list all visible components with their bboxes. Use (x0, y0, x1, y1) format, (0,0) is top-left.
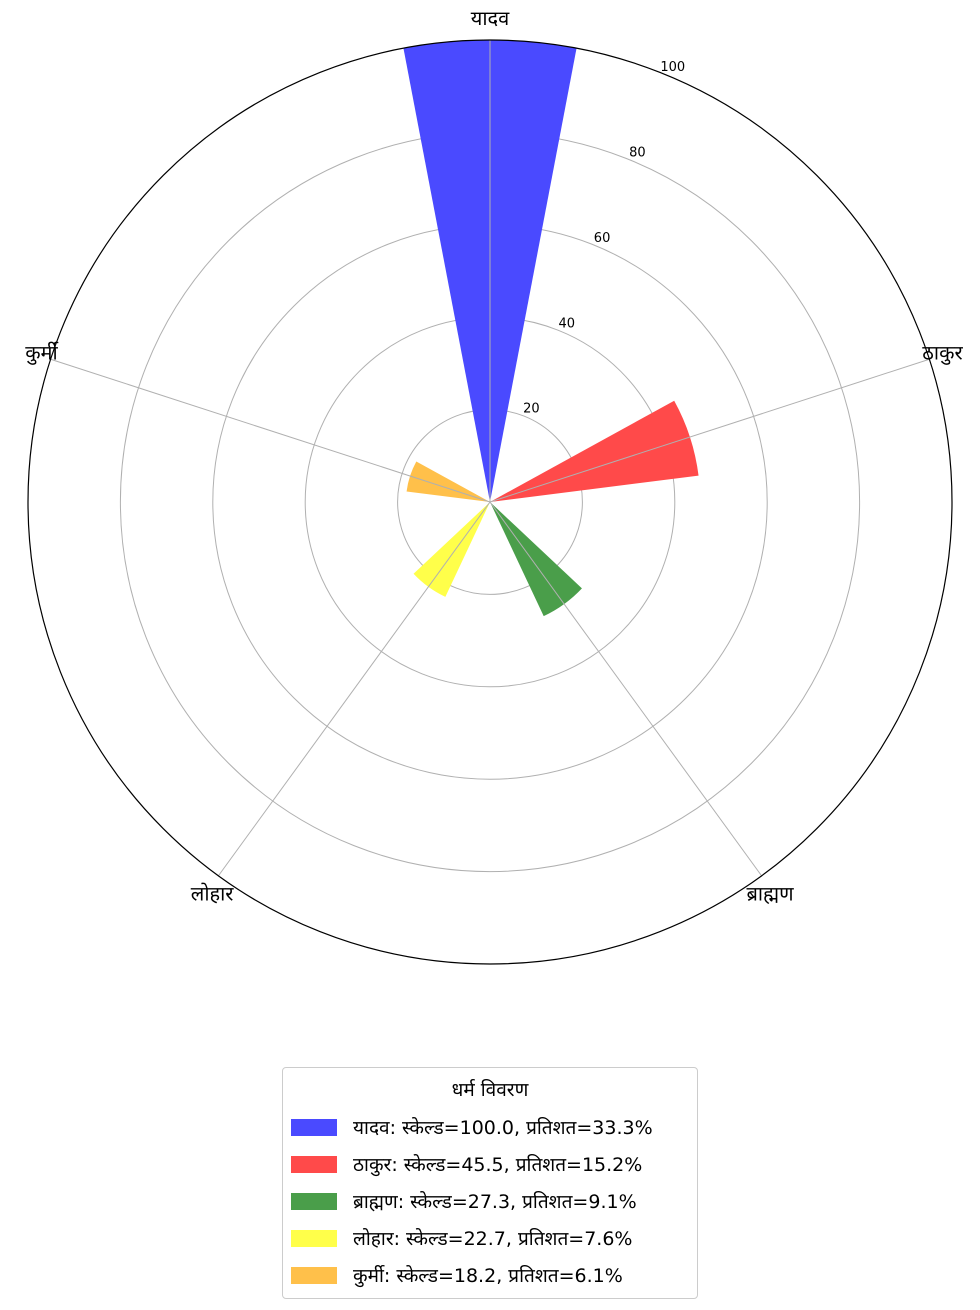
angular-gridline (50, 358, 491, 503)
category-label: ठाकुर (922, 340, 963, 365)
legend-label: कुर्मी: स्केल्ड=18.2, प्रतिशत=6.1% (353, 1265, 623, 1287)
legend-swatch (291, 1118, 337, 1136)
radial-tick-label: 80 (629, 146, 646, 161)
category-label: लोहार (191, 882, 235, 906)
angular-gridline (489, 501, 762, 877)
radial-tick-label: 40 (558, 316, 575, 331)
category-label: ब्राह्मण (746, 882, 794, 906)
legend-item: ब्राह्मण: स्केल्ड=27.3, प्रतिशत=9.1% (291, 1186, 637, 1216)
category-label: यादव (471, 6, 510, 30)
category-labels: यादव ठाकुर ब्राह्मण लोहार कुर्मी (25, 6, 963, 906)
radial-tick-label: 20 (523, 402, 540, 417)
legend: धर्म विवरण यादव: स्केल्ड=100.0, प्रतिशत=… (282, 1067, 698, 1299)
angular-gridline (218, 501, 491, 877)
legend-item: कुर्मी: स्केल्ड=18.2, प्रतिशत=6.1% (291, 1260, 623, 1290)
legend-label: यादव: स्केल्ड=100.0, प्रतिशत=33.3% (353, 1117, 653, 1139)
radial-tick-labels: 20 40 60 80 100 (523, 60, 685, 416)
category-label: कुर्मी (25, 340, 58, 365)
legend-swatch (291, 1192, 337, 1210)
bar (413, 502, 490, 597)
polar-bar-chart: 20 40 60 80 100 यादव ठाकुर ब्राह्मण लोहार कुर्मी (25, 6, 963, 965)
legend-item: लोहार: स्केल्ड=22.7, प्रतिशत=7.6% (291, 1223, 632, 1253)
legend-label: ब्राह्मण: स्केल्ड=27.3, प्रतिशत=9.1% (353, 1191, 637, 1213)
radial-tick-label: 100 (660, 60, 685, 75)
polar-frame (27, 39, 953, 965)
bar (406, 461, 490, 502)
legend-label: ठाकुर: स्केल्ड=45.5, प्रतिशत=15.2% (353, 1154, 643, 1176)
bar (490, 400, 699, 502)
legend-swatch (291, 1266, 337, 1284)
legend-item: ठाकुर: स्केल्ड=45.5, प्रतिशत=15.2% (291, 1149, 642, 1179)
legend-swatch (291, 1155, 337, 1173)
legend-swatch (291, 1229, 337, 1247)
angular-gridlines (50, 40, 930, 877)
legend-item: यादव: स्केल्ड=100.0, प्रतिशत=33.3% (291, 1112, 653, 1142)
radial-tick-label: 60 (594, 231, 611, 246)
angular-gridline (489, 358, 930, 503)
legend-title: धर्म विवरण (451, 1079, 529, 1101)
legend-label: लोहार: स्केल्ड=22.7, प्रतिशत=7.6% (353, 1228, 633, 1250)
bar (490, 502, 582, 617)
